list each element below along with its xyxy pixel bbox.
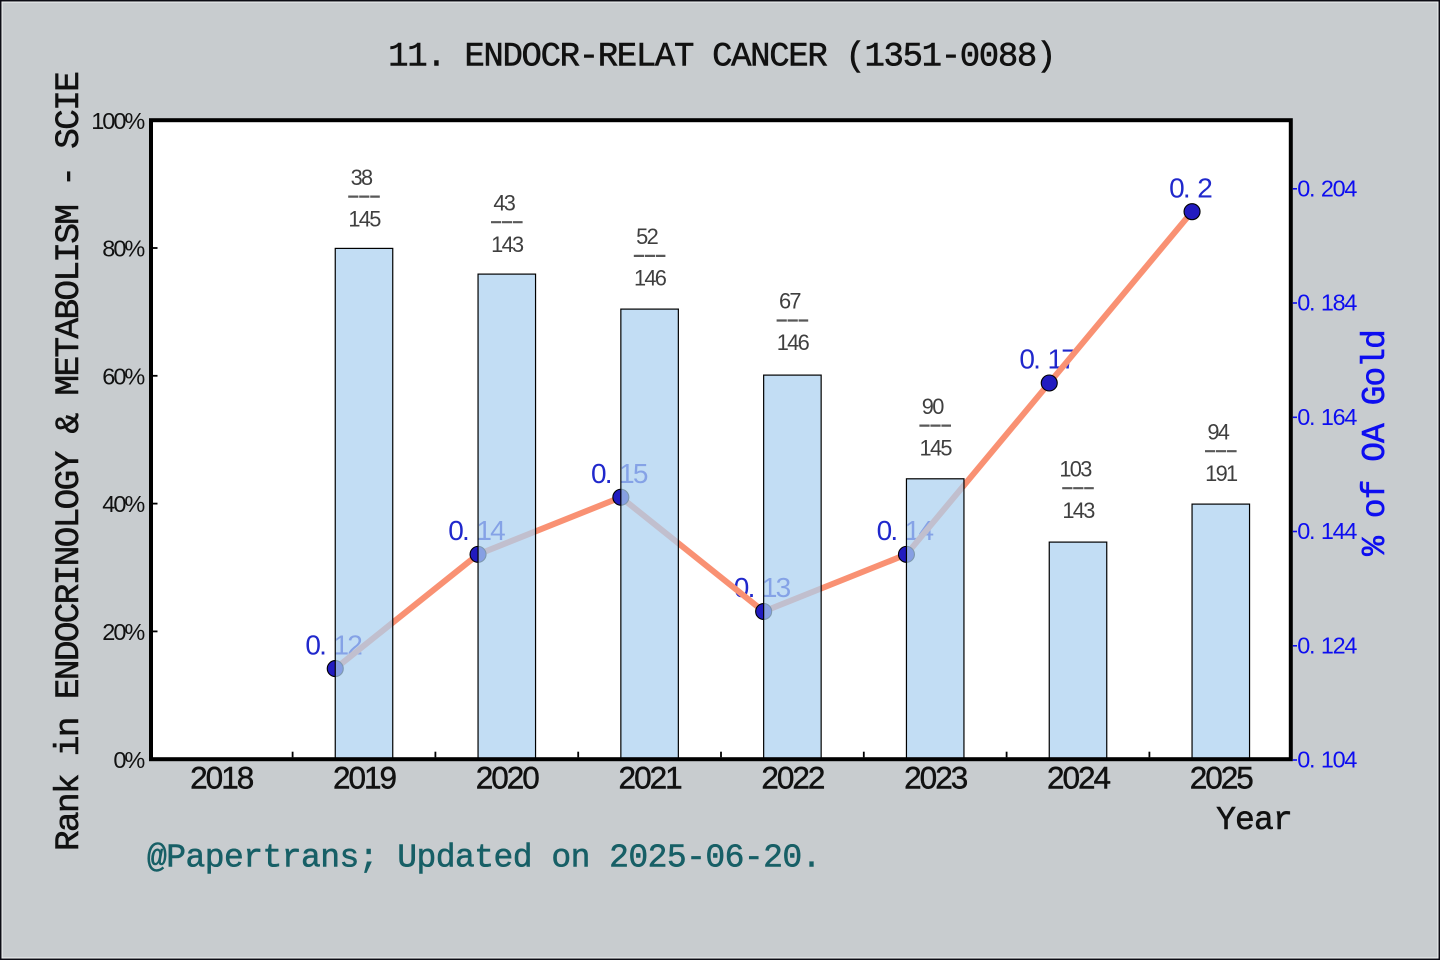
- svg-text:100%: 100%: [91, 108, 145, 134]
- svg-text:143: 143: [491, 232, 524, 257]
- svg-text:80%: 80%: [102, 236, 145, 262]
- svg-text:67: 67: [779, 289, 801, 314]
- svg-text:191: 191: [1205, 461, 1238, 486]
- svg-text:Year: Year: [1216, 802, 1292, 839]
- svg-text:0.124: 0. 124: [1297, 632, 1357, 658]
- svg-text:Rank in ENDOCRINOLOGY & METABO: Rank in ENDOCRINOLOGY & METABOLISM - SCI…: [50, 73, 89, 851]
- svg-text:2020: 2020: [476, 759, 540, 795]
- svg-text:94: 94: [1207, 419, 1229, 444]
- svg-text:% of OA Gold: % of OA Gold: [1357, 330, 1394, 556]
- svg-text:2025: 2025: [1190, 759, 1254, 795]
- svg-text:20%: 20%: [102, 619, 145, 645]
- svg-text:0.104: 0. 104: [1297, 747, 1357, 773]
- svg-text:0.204: 0. 204: [1297, 175, 1357, 201]
- svg-text:43: 43: [493, 190, 515, 215]
- svg-text:0.144: 0. 144: [1297, 518, 1357, 544]
- svg-text:143: 143: [1062, 498, 1095, 523]
- svg-text:2022: 2022: [761, 759, 824, 795]
- svg-text:40%: 40%: [102, 491, 145, 517]
- svg-text:146: 146: [777, 330, 810, 355]
- svg-text:38: 38: [351, 165, 373, 190]
- svg-text:0.164: 0. 164: [1297, 404, 1357, 430]
- svg-text:2024: 2024: [1047, 759, 1111, 795]
- svg-text:11. ENDOCR-RELAT CANCER (1351-: 11. ENDOCR-RELAT CANCER (1351-0088): [388, 38, 1055, 76]
- svg-text:2023: 2023: [904, 759, 968, 795]
- svg-text:2018: 2018: [190, 759, 254, 795]
- svg-text:60%: 60%: [102, 363, 145, 389]
- svg-text:145: 145: [348, 206, 381, 231]
- svg-text:52: 52: [636, 224, 658, 249]
- svg-text:0.184: 0. 184: [1297, 290, 1357, 316]
- svg-text:146: 146: [634, 266, 667, 291]
- svg-text:@Papertrans; Updated on 2025-0: @Papertrans; Updated on 2025-06-20.: [147, 840, 821, 877]
- svg-text:103: 103: [1059, 456, 1092, 481]
- svg-text:0%: 0%: [113, 747, 145, 773]
- svg-text:2021: 2021: [619, 759, 682, 795]
- svg-text:90: 90: [922, 394, 944, 419]
- svg-text:145: 145: [920, 435, 953, 460]
- svg-text:2019: 2019: [333, 759, 397, 795]
